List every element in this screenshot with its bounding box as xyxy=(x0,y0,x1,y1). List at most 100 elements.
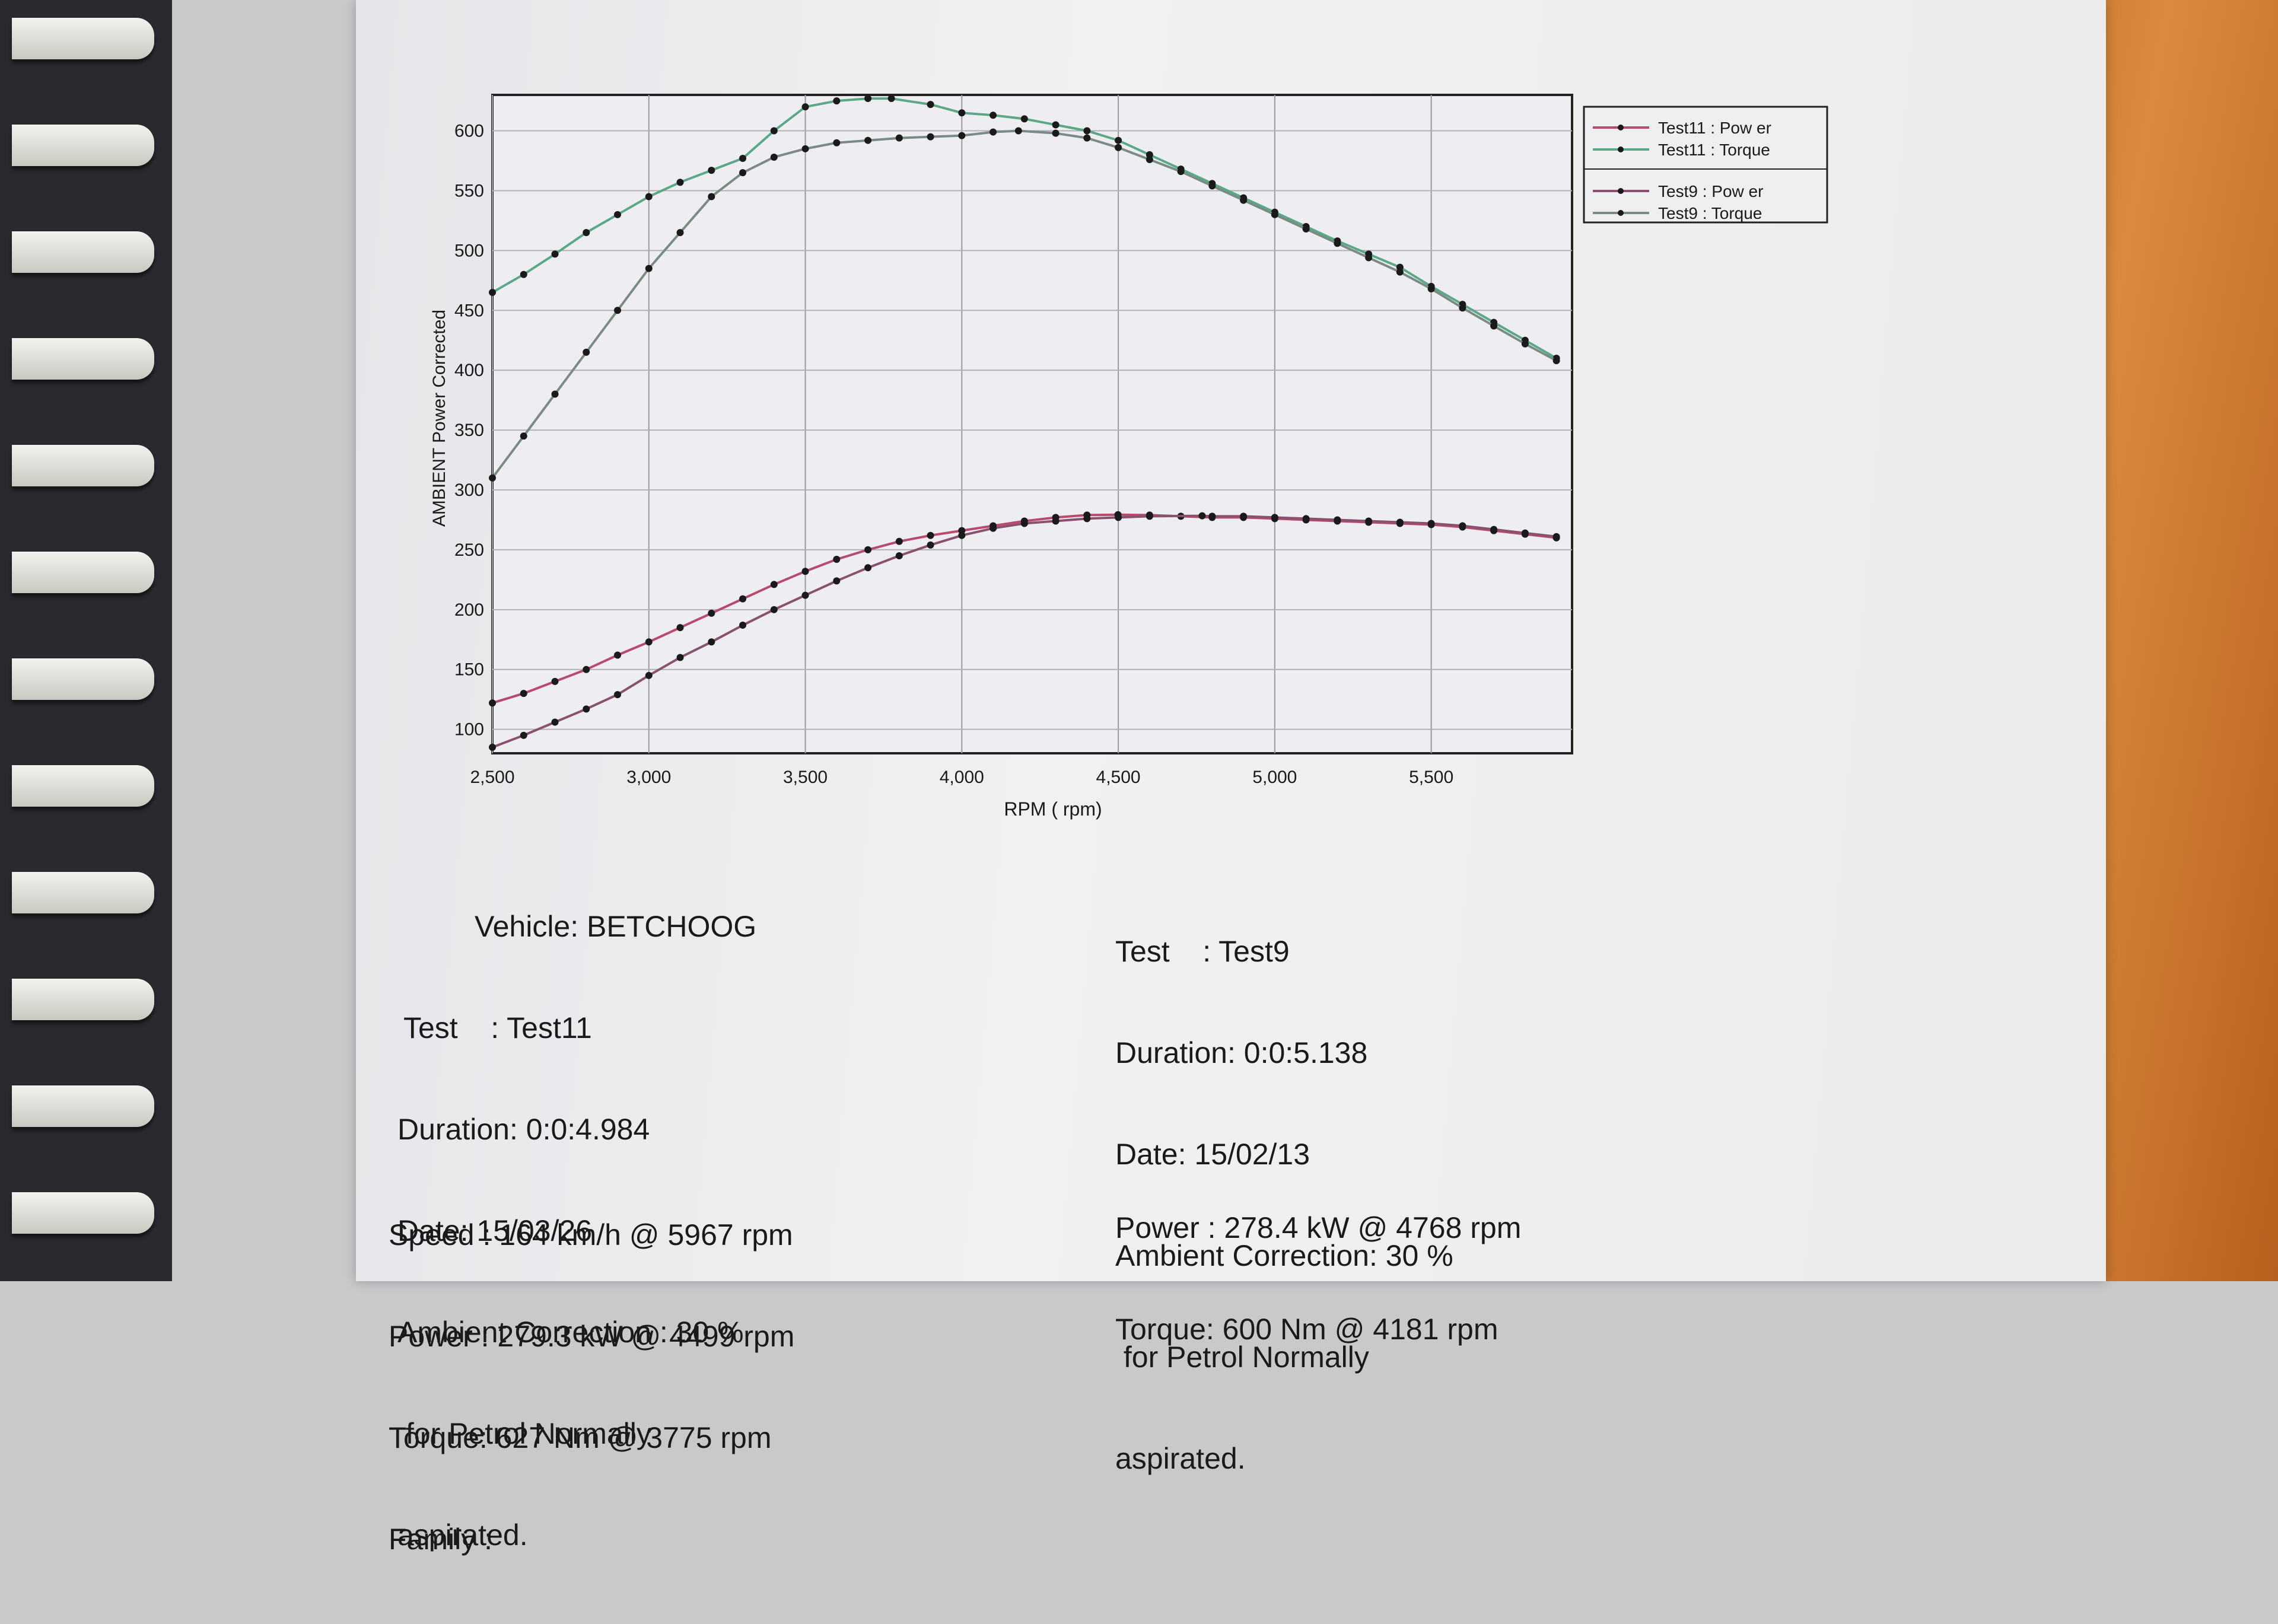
data-point xyxy=(583,665,590,673)
data-point xyxy=(583,705,590,713)
data-point xyxy=(739,595,747,603)
data-point xyxy=(1302,225,1310,233)
data-point xyxy=(1198,512,1206,520)
data-point xyxy=(520,690,527,698)
data-point xyxy=(676,179,684,186)
legend-marker xyxy=(1618,125,1624,130)
data-point xyxy=(1177,168,1185,176)
binding-ring xyxy=(12,231,154,273)
data-point xyxy=(739,169,747,177)
plot-area xyxy=(491,94,1573,754)
data-point xyxy=(1146,155,1153,163)
data-point xyxy=(1396,268,1404,276)
binding-ring xyxy=(12,445,154,486)
data-point xyxy=(990,524,997,532)
data-point xyxy=(645,671,653,679)
data-point xyxy=(1490,322,1498,330)
data-point xyxy=(708,638,715,646)
data-point xyxy=(739,154,747,162)
test9-aspiration: aspirated. xyxy=(1115,1442,1246,1475)
data-point xyxy=(1240,512,1248,520)
dyno-report-sheet: 2,500 3,000 3,500 4,000 4,500 5,000 5,500 100 1… xyxy=(356,0,2106,1556)
x-axis-label: RPM ( rpm) xyxy=(1004,798,1102,820)
data-point xyxy=(676,624,684,632)
data-point xyxy=(489,474,496,482)
data-point xyxy=(1396,518,1404,526)
data-point xyxy=(927,531,934,539)
data-point xyxy=(489,743,496,751)
data-point xyxy=(708,167,715,174)
data-point xyxy=(676,654,684,661)
x-tick-label: 4,500 xyxy=(1096,768,1141,787)
data-point xyxy=(1521,529,1529,537)
test9-results: Power : 278.4 kW @ 4768 rpm Torque: 600 … xyxy=(1115,1144,1521,1414)
data-point xyxy=(489,289,496,296)
y-axis-label: AMBIENT Power Corrected xyxy=(429,310,449,527)
test9-power: Power : 278.4 kW @ 4768 rpm xyxy=(1115,1211,1522,1244)
test11-duration: Duration: 0:0:4.984 xyxy=(397,1113,650,1146)
data-point xyxy=(1365,517,1373,525)
data-point xyxy=(520,432,527,440)
data-point xyxy=(1427,285,1435,292)
data-point xyxy=(864,564,872,572)
data-point xyxy=(895,134,903,142)
y-tick-labels: 100 150 200 250 300 350 400 450 500 550 600 xyxy=(454,122,484,740)
test11-results: Speed : 164 km/h @ 5967 rpm Power : 279.… xyxy=(389,1151,794,1624)
data-point xyxy=(1146,512,1153,520)
grid xyxy=(492,95,1572,753)
y-tick-label: 350 xyxy=(454,421,484,440)
data-point xyxy=(645,193,653,200)
data-point xyxy=(551,677,559,685)
data-point xyxy=(833,577,841,585)
data-point xyxy=(1052,517,1060,525)
data-point xyxy=(801,568,809,575)
data-point xyxy=(958,132,966,139)
data-point xyxy=(864,136,872,144)
binding-ring xyxy=(12,125,154,166)
data-point xyxy=(1083,515,1091,523)
data-point xyxy=(990,128,997,136)
data-point xyxy=(833,97,841,105)
data-point xyxy=(708,193,715,200)
data-point xyxy=(1365,254,1373,262)
data-point xyxy=(1334,516,1341,524)
x-tick-label: 3,500 xyxy=(783,768,828,787)
data-point xyxy=(1459,522,1466,530)
legend-marker xyxy=(1618,147,1624,152)
dyno-chart: 2,500 3,000 3,500 4,000 4,500 5,000 5,500 1001… xyxy=(429,94,1828,820)
data-point xyxy=(645,638,653,646)
data-point xyxy=(1521,340,1529,348)
family-label: Family : xyxy=(389,1523,492,1556)
test11-torque: Torque: 627 Nm @ 3775 rpm xyxy=(389,1421,772,1454)
spiral-binding xyxy=(0,0,172,1281)
data-point xyxy=(927,101,934,109)
data-point xyxy=(895,537,903,545)
data-point xyxy=(1240,196,1248,204)
data-point xyxy=(801,591,809,599)
data-point xyxy=(1083,134,1091,142)
data-point xyxy=(1271,514,1278,521)
series-3 xyxy=(489,127,1560,482)
data-point xyxy=(676,229,684,237)
data-point xyxy=(739,622,747,629)
test9-correction: Ambient Correction: 30 % xyxy=(1115,1239,1453,1272)
data-point xyxy=(614,691,622,699)
series-lines xyxy=(489,95,1560,751)
data-point xyxy=(833,139,841,147)
data-point xyxy=(770,581,778,588)
test11-speed: Speed : 164 km/h @ 5967 rpm xyxy=(389,1218,793,1252)
x-tick-label: 5,500 xyxy=(1409,768,1453,787)
legend-label: Test11 : Pow er xyxy=(1658,119,1771,137)
data-point xyxy=(1052,129,1060,137)
test11-date: Date: 15/03/26 xyxy=(397,1214,593,1247)
data-point xyxy=(1302,515,1310,523)
data-point xyxy=(1083,127,1091,135)
legend: Test11 : Pow er Test11 : Torque Test9 : Po… xyxy=(1583,106,1828,224)
data-point xyxy=(551,390,559,398)
y-tick-label: 150 xyxy=(454,660,484,680)
binding-ring xyxy=(12,658,154,700)
data-point xyxy=(1552,533,1560,540)
data-point xyxy=(927,541,934,549)
test9-name: Test : Test9 xyxy=(1115,935,1290,968)
data-point xyxy=(1115,136,1122,144)
